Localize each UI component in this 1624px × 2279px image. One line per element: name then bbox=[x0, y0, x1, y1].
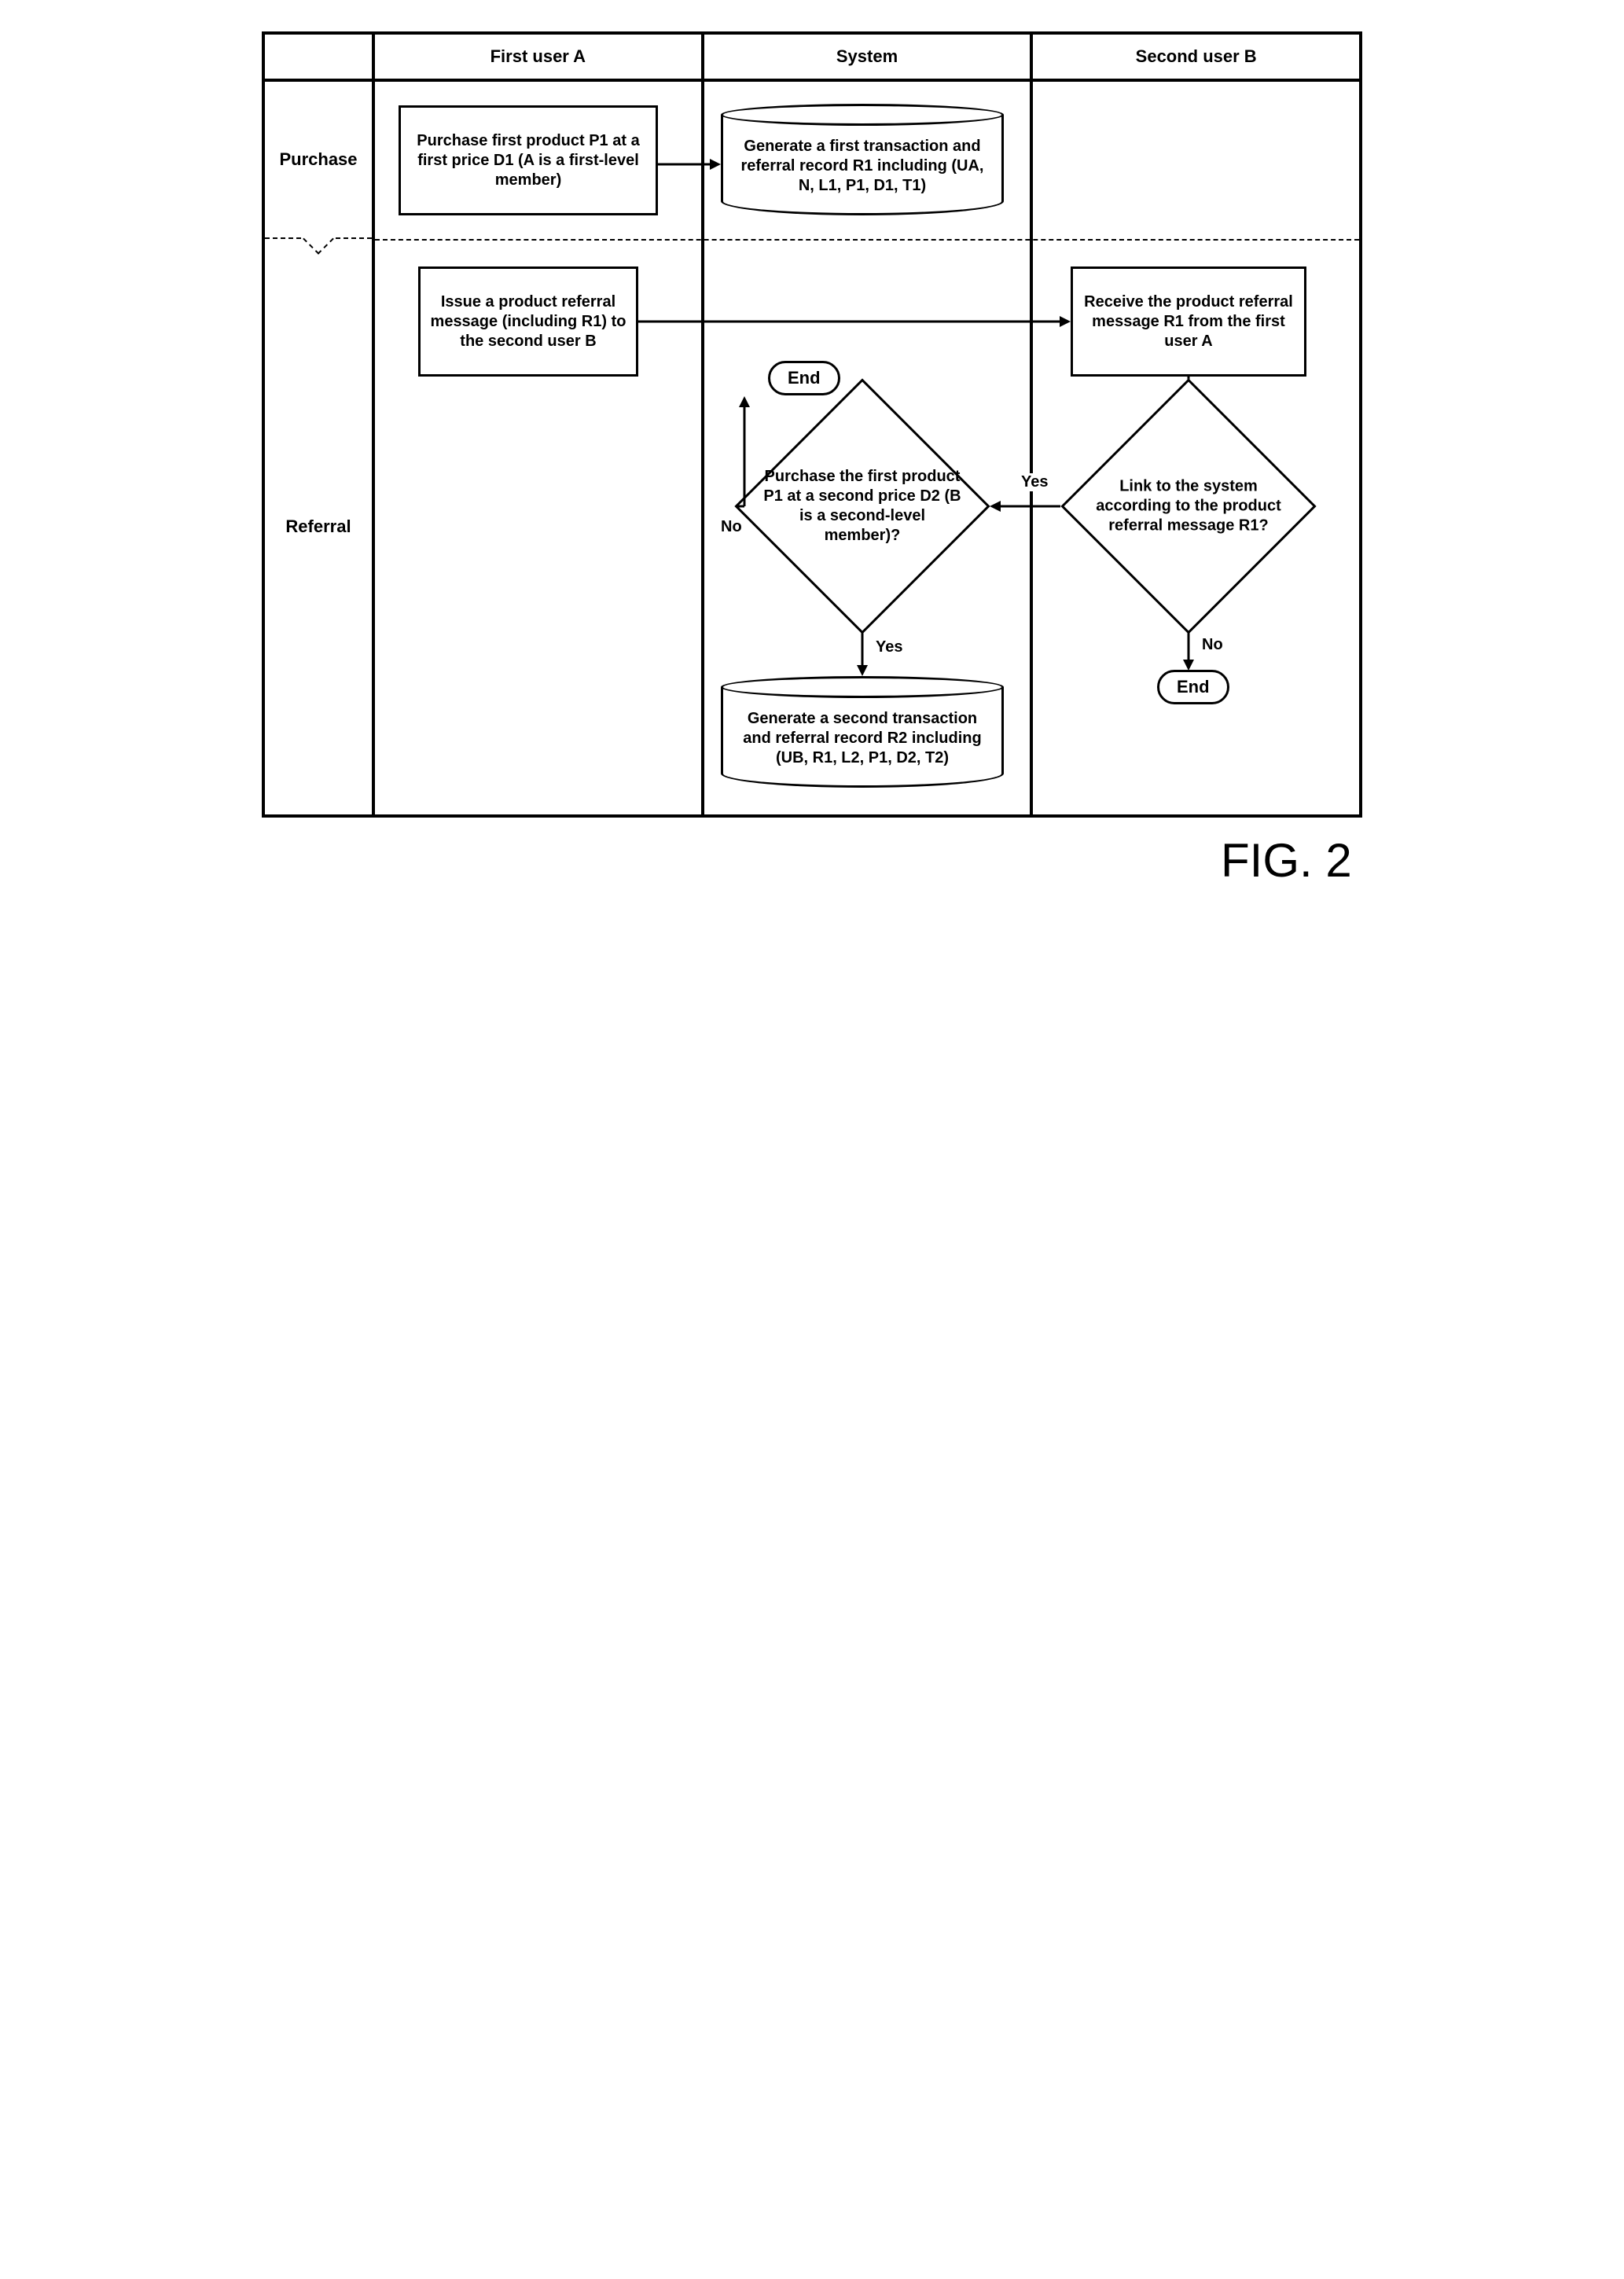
arrow-link-yes bbox=[990, 498, 1060, 514]
phase-header-spacer bbox=[265, 35, 375, 79]
swimlane-canvas: Purchase first product P1 at a first pri… bbox=[375, 82, 1359, 814]
figure-label: FIG. 2 bbox=[1221, 833, 1352, 888]
column-header-user-a: First user A bbox=[375, 35, 704, 79]
phase-label-referral: Referral bbox=[265, 239, 372, 814]
edge-label-link-yes: Yes bbox=[1020, 473, 1049, 491]
phase-column: Purchase Referral bbox=[265, 82, 375, 814]
node-link-decision-label: Link to the system according to the prod… bbox=[1086, 477, 1291, 536]
column-header-system: System bbox=[704, 35, 1034, 79]
node-end-1: End bbox=[1157, 670, 1229, 704]
phase-label-purchase: Purchase bbox=[265, 82, 372, 239]
node-receive-referral: Receive the product referral message R1 … bbox=[1071, 266, 1306, 377]
diagram-frame: First user A System Second user B Purcha… bbox=[262, 31, 1362, 818]
node-generate-r2: Generate a second transaction and referr… bbox=[721, 687, 1004, 788]
node-end-2: End bbox=[768, 361, 840, 395]
arrow-buy-to-gen bbox=[658, 156, 721, 172]
lane-divider-1 bbox=[701, 82, 704, 814]
arrow-link-no bbox=[1181, 633, 1196, 671]
arrow-purchase-yes bbox=[854, 633, 870, 676]
node-purchase-p1: Purchase first product P1 at a first pri… bbox=[399, 105, 658, 215]
node-generate-r1: Generate a first transaction and referra… bbox=[721, 115, 1004, 215]
node-generate-r1-label: Generate a first transaction and referra… bbox=[734, 137, 990, 196]
phase-divider-line bbox=[375, 239, 1359, 241]
column-header-row: First user A System Second user B bbox=[265, 35, 1359, 82]
node-issue-referral: Issue a product referral message (includ… bbox=[418, 266, 638, 377]
edge-label-purchase-no: No bbox=[719, 518, 744, 536]
edge-label-link-no: No bbox=[1200, 636, 1225, 654]
column-header-user-b: Second user B bbox=[1033, 35, 1359, 79]
lane-divider-2 bbox=[1030, 82, 1033, 814]
node-generate-r2-label: Generate a second transaction and referr… bbox=[734, 709, 990, 768]
edge-label-purchase-yes: Yes bbox=[874, 638, 904, 656]
node-purchase-decision-label: Purchase the first product P1 at a secon… bbox=[760, 467, 964, 546]
diagram-body: Purchase Referral Purchase first product… bbox=[265, 82, 1359, 814]
